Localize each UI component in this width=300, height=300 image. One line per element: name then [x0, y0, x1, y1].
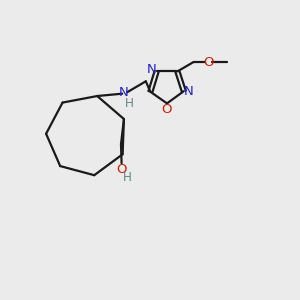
Text: O: O — [161, 103, 171, 116]
Text: N: N — [146, 64, 156, 76]
Text: N: N — [119, 86, 129, 99]
Text: O: O — [203, 56, 214, 68]
Text: H: H — [123, 171, 132, 184]
Text: O: O — [116, 163, 127, 176]
Text: N: N — [184, 85, 194, 98]
Text: H: H — [124, 97, 134, 110]
